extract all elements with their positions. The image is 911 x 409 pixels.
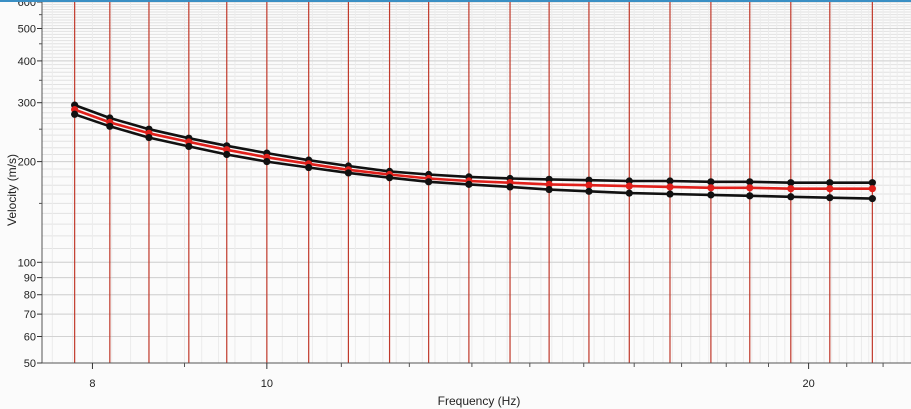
x-axis-title: Frequency (Hz)	[438, 394, 521, 408]
data-point	[385, 174, 394, 182]
x-tick-labels: 8 10 20	[89, 378, 814, 390]
y-tick-label: 300	[18, 98, 36, 110]
data-point	[826, 179, 834, 187]
y-tick-label: 200	[18, 157, 36, 169]
data-point	[666, 190, 674, 198]
y-tick-label: 600	[18, 0, 36, 9]
data-point	[826, 185, 834, 193]
data-point	[625, 177, 633, 185]
data-point	[787, 193, 795, 201]
data-point	[666, 183, 674, 191]
data-point	[826, 194, 834, 202]
x-tick-label: 8	[89, 378, 95, 390]
data-point	[106, 122, 114, 130]
data-point	[746, 184, 754, 192]
y-tick-label: 90	[24, 273, 36, 285]
y-tick-label: 500	[18, 23, 36, 35]
data-point	[868, 185, 876, 193]
data-point	[625, 189, 633, 197]
data-point	[185, 142, 193, 151]
data-point	[666, 177, 674, 185]
y-axis-title: Velocity (m/s)	[5, 154, 19, 226]
data-point	[787, 179, 795, 187]
data-point	[545, 185, 553, 194]
y-tick-label: 50	[24, 358, 36, 370]
series	[71, 101, 876, 203]
data-point	[868, 179, 876, 187]
x-tick-label: 20	[802, 378, 814, 390]
y-tick-label: 100	[18, 257, 36, 269]
data-point	[787, 185, 795, 193]
y-tick-labels: 50 60 70 80 90 100 200 300 400 500 600	[18, 0, 36, 370]
data-point	[223, 150, 231, 159]
x-tick-label: 10	[261, 378, 273, 390]
data-point	[707, 184, 715, 192]
data-point	[585, 176, 593, 184]
data-point	[868, 195, 876, 203]
data-point	[263, 158, 271, 166]
y-tick-label: 70	[24, 309, 36, 321]
data-point	[707, 191, 715, 199]
data-point	[625, 182, 633, 190]
data-point	[545, 180, 553, 188]
top-border	[0, 0, 911, 2]
data-point	[71, 110, 79, 118]
data-point	[425, 178, 433, 186]
data-point	[585, 187, 593, 195]
y-tick-label: 60	[24, 332, 36, 344]
data-point	[506, 183, 514, 191]
y-tick-label: 80	[24, 290, 36, 302]
data-point	[145, 133, 153, 142]
data-point	[305, 163, 313, 172]
y-tick-label: 400	[18, 56, 36, 68]
axes	[37, 1, 911, 369]
data-point	[344, 169, 353, 177]
data-point	[465, 180, 473, 188]
data-point	[585, 181, 593, 189]
data-point	[746, 192, 754, 200]
data-point	[746, 178, 754, 186]
data-point	[545, 175, 553, 183]
data-point	[707, 178, 715, 186]
